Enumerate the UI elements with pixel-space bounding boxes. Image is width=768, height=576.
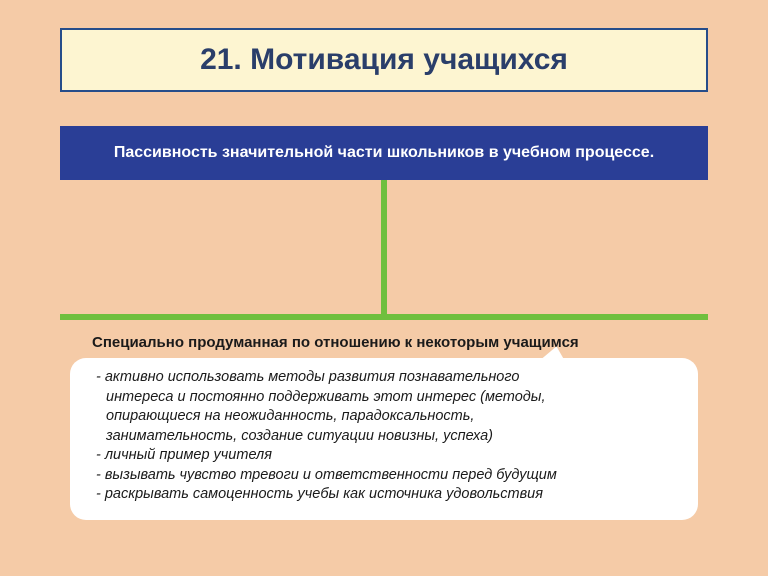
bullet-line: - активно использовать методы развития п… bbox=[96, 369, 519, 385]
title-box: 21. Мотивация учащихся bbox=[60, 28, 708, 92]
callout-box: - активно использовать методы развития п… bbox=[70, 358, 698, 520]
bullet-line: - личный пример учителя bbox=[96, 447, 272, 463]
problem-text: Пассивность значительной части школьнико… bbox=[114, 143, 654, 163]
slide-title: 21. Мотивация учащихся bbox=[200, 43, 568, 77]
bullet-line: опирающиеся на неожиданность, парадоксал… bbox=[96, 407, 680, 427]
bullet-line: - раскрывать самоценность учебы как исто… bbox=[96, 486, 543, 502]
connector-vertical bbox=[381, 180, 387, 320]
bullet-line: занимательность, создание ситуации новиз… bbox=[96, 427, 680, 447]
bullet-line: - вызывать чувство тревоги и ответственн… bbox=[96, 467, 557, 483]
slide: 21. Мотивация учащихся Пассивность значи… bbox=[0, 0, 768, 576]
callout-content: - активно использовать методы развития п… bbox=[70, 358, 698, 515]
connector-horizontal bbox=[60, 314, 708, 320]
problem-bar: Пассивность значительной части школьнико… bbox=[60, 126, 708, 180]
bullet-line: интереса и постоянно поддерживать этот и… bbox=[96, 388, 680, 408]
mid-sentence: Специально продуманная по отношению к не… bbox=[92, 334, 702, 352]
